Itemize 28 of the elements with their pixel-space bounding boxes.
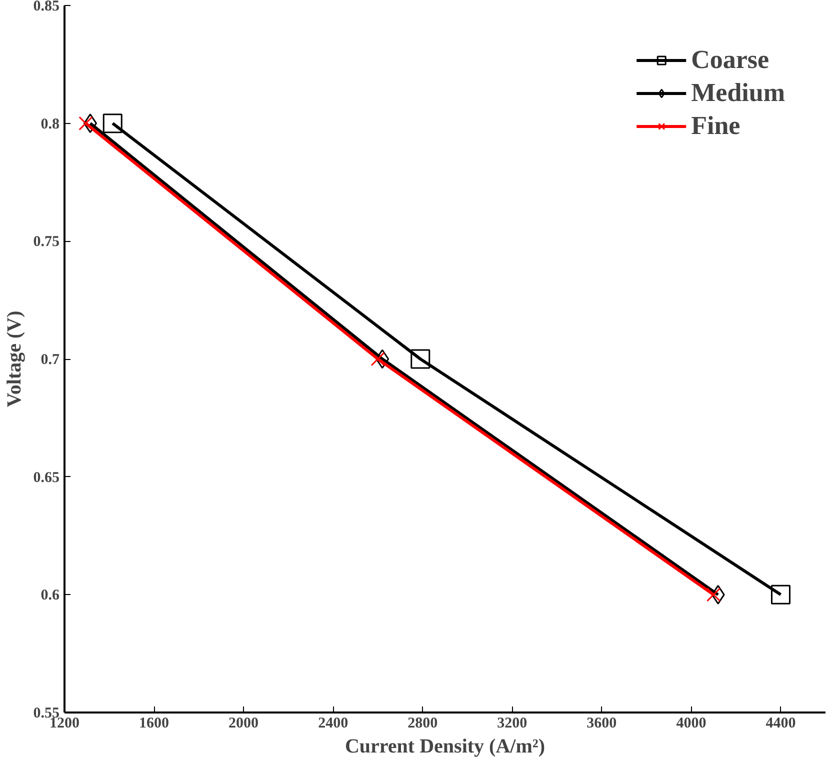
x-tick-label: 3200 (497, 716, 528, 732)
x-tick-label: 2400 (318, 716, 348, 732)
point (410, 349, 430, 369)
legend-label: Medium (691, 78, 785, 108)
point (83, 114, 97, 134)
x-tick-label: 2000 (228, 716, 259, 732)
point (376, 349, 390, 369)
y-tick-label: 0.8 (40, 116, 60, 132)
point (711, 584, 725, 604)
y-tick-label: 0.7 (40, 352, 60, 368)
x-tick-label: 3600 (586, 716, 617, 732)
x-tick-label: 4400 (766, 716, 796, 732)
y-tick-label: 0.75 (33, 234, 60, 250)
y-axis-title: Voltage (V) (3, 310, 26, 408)
point (78, 116, 93, 130)
x-axis-title: Current Density (A/m²) (344, 736, 546, 758)
legend-label: Fine (691, 111, 740, 141)
legend-label: Coarse (691, 45, 770, 75)
x-tick-label: 4000 (676, 716, 706, 732)
y-tick-label: 0.65 (33, 470, 60, 486)
point (770, 584, 790, 604)
point (370, 352, 385, 366)
point (706, 588, 721, 602)
y-tick-label: 0.6 (40, 588, 60, 604)
y-tick-label: 0.85 (33, 0, 60, 14)
x-tick-label: 1600 (139, 716, 170, 732)
point (102, 114, 122, 134)
x-tick-label: 2800 (408, 716, 438, 732)
